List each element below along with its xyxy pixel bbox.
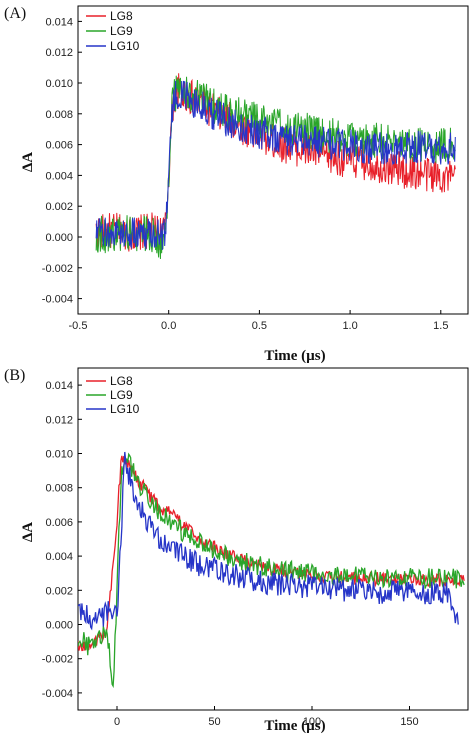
y-axis-title: ΔA bbox=[20, 522, 36, 542]
y-tick-label: 0.004 bbox=[45, 170, 73, 182]
legend-label-lg10: LG10 bbox=[110, 402, 140, 416]
legend-label-lg8: LG8 bbox=[110, 9, 133, 23]
x-tick-label: -0.5 bbox=[69, 320, 88, 332]
chart-panel-b: (B) -0.004 -0.002 0.000 0.002 0.004 0.006 0.008… bbox=[4, 367, 469, 734]
y-tick-label: 0.012 bbox=[45, 47, 73, 59]
series-line-lg10 bbox=[95, 80, 456, 251]
y-tick-label: 0.000 bbox=[45, 232, 73, 244]
y-tick-label: -0.004 bbox=[42, 688, 73, 700]
y-tick-label: 0.010 bbox=[45, 449, 73, 461]
y-tick-label: 0.006 bbox=[45, 140, 73, 152]
legend-label-lg9: LG9 bbox=[110, 388, 133, 402]
x-tick-label: 1.5 bbox=[433, 320, 448, 332]
plot-frame bbox=[77, 5, 469, 315]
y-tick-label: -0.004 bbox=[42, 294, 73, 306]
y-tick-label: 0.006 bbox=[45, 517, 73, 529]
y-tick-label: 0.002 bbox=[45, 585, 73, 597]
x-tick-label: 150 bbox=[400, 716, 418, 728]
x-axis-title: Time (µs) bbox=[264, 348, 325, 364]
legend-label-lg10: LG10 bbox=[110, 39, 140, 53]
y-tick-label: 0.012 bbox=[45, 414, 73, 426]
series-line-lg8 bbox=[78, 455, 465, 652]
y-tick-label: 0.010 bbox=[45, 78, 73, 90]
y-tick-label: 0.000 bbox=[45, 620, 73, 632]
x-tick-label: 0.0 bbox=[161, 320, 176, 332]
legend-label-lg9: LG9 bbox=[110, 24, 133, 38]
y-tick-label: 0.008 bbox=[45, 109, 73, 121]
x-tick-label: 50 bbox=[208, 716, 220, 728]
x-tick-label: 0 bbox=[114, 716, 120, 728]
chart-panel-a: (A) -0.004 -0.002 0.000 0.002 0.004 0.006 0.008… bbox=[4, 5, 469, 364]
series-line-lg9 bbox=[78, 452, 465, 689]
y-tick-label: 0.002 bbox=[45, 201, 73, 213]
y-tick-label: 0.008 bbox=[45, 483, 73, 495]
y-tick-label: 0.014 bbox=[45, 16, 73, 28]
y-tick-label: 0.004 bbox=[45, 551, 73, 563]
x-tick-label: 100 bbox=[303, 716, 321, 728]
x-axis-title: Time (µs) bbox=[264, 718, 325, 734]
series-line-lg8 bbox=[95, 73, 456, 252]
panel-label: (A) bbox=[4, 5, 26, 22]
legend-label-lg8: LG8 bbox=[110, 374, 133, 388]
y-axis-title: ΔA bbox=[20, 152, 36, 172]
y-tick-label: 0.014 bbox=[45, 380, 73, 392]
plot-frame bbox=[77, 367, 469, 711]
x-tick-label: 1.0 bbox=[342, 320, 357, 332]
panel-label: (B) bbox=[4, 367, 25, 384]
x-tick-label: 0.5 bbox=[252, 320, 267, 332]
series-line-lg10 bbox=[78, 451, 459, 631]
y-tick-label: -0.002 bbox=[42, 654, 73, 666]
y-tick-label: -0.002 bbox=[42, 263, 73, 275]
